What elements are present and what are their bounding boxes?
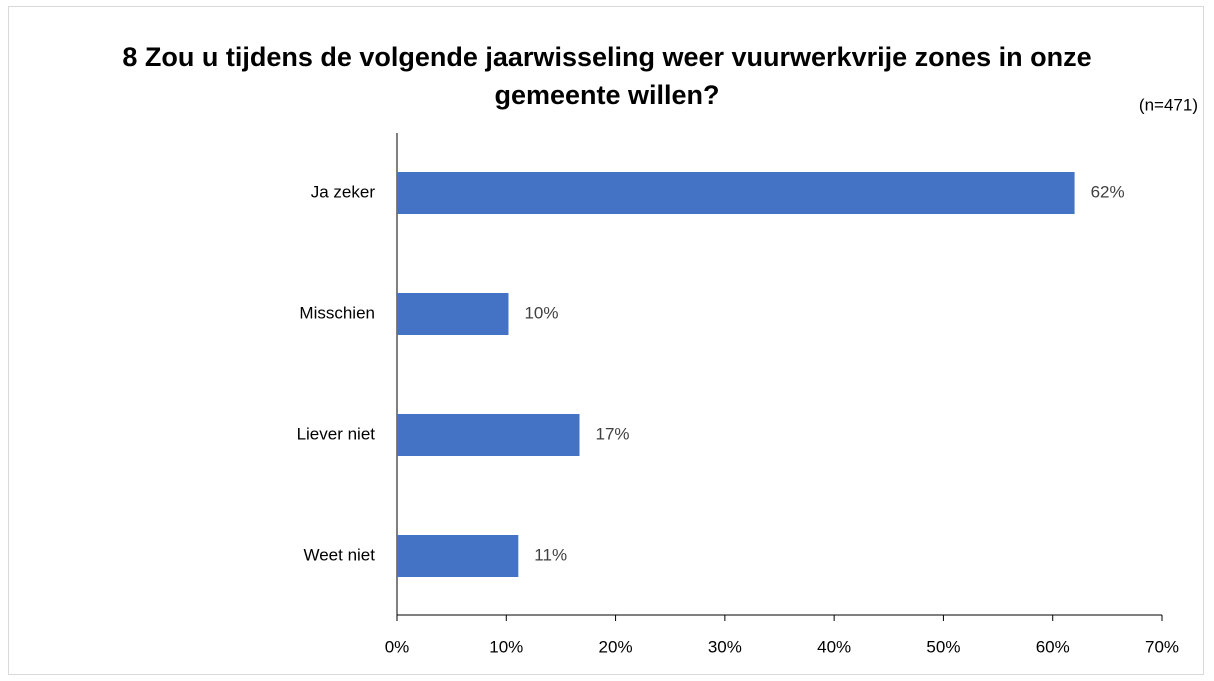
y-tick-label: Weet niet [303, 545, 375, 564]
y-tick-label: Ja zeker [311, 182, 376, 201]
x-tick-label: 30% [708, 637, 742, 656]
x-tick-label: 20% [599, 637, 633, 656]
x-tick-label: 10% [489, 637, 523, 656]
y-tick-label: Liever niet [297, 424, 376, 443]
chart-frame [8, 6, 1204, 675]
bar [397, 535, 519, 577]
chart-subtitle: (n=471) [1139, 95, 1198, 114]
x-tick-label: 60% [1036, 637, 1070, 656]
x-tick-label: 0% [385, 637, 410, 656]
value-label: 62% [1091, 182, 1125, 201]
bar [397, 293, 509, 335]
x-tick-label: 40% [817, 637, 851, 656]
value-label: 11% [534, 545, 567, 564]
bar [397, 172, 1075, 214]
y-tick-label: Misschien [299, 303, 375, 322]
chart-title: 8 Zou u tijdens de volgende jaarwisselin… [122, 42, 1092, 110]
value-label: 17% [596, 424, 630, 443]
bar [397, 414, 580, 456]
value-label: 10% [524, 303, 558, 322]
x-tick-label: 70% [1145, 637, 1179, 656]
x-tick-label: 50% [926, 637, 960, 656]
